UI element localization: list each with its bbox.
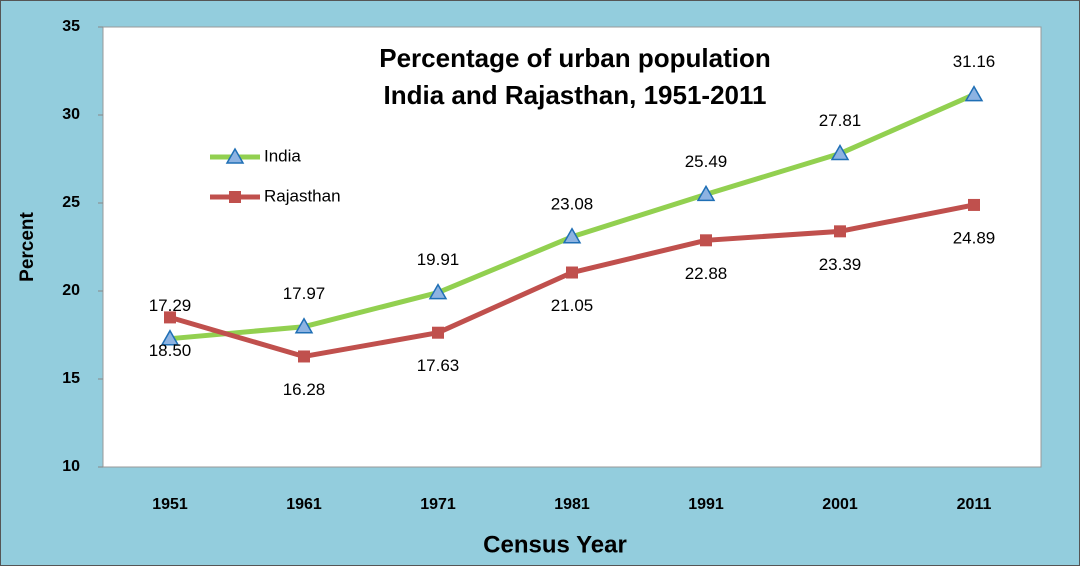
data-label: 16.28	[283, 380, 326, 399]
x-tick-label: 1971	[420, 496, 456, 513]
data-point	[696, 184, 716, 202]
data-label: 17.97	[283, 284, 326, 303]
data-point	[830, 144, 850, 161]
data-label: 21.05	[551, 296, 594, 315]
legend-label: India	[264, 146, 301, 165]
y-tick-label: 35	[62, 18, 80, 35]
y-tick-label: 20	[62, 282, 80, 299]
data-label: 25.49	[685, 152, 728, 171]
data-label: 23.08	[551, 194, 594, 213]
y-tick-label: 10	[62, 458, 80, 475]
legend-marker	[229, 191, 241, 203]
x-axis-title: Census Year	[483, 531, 627, 558]
chart-title: India and Rajasthan, 1951-2011	[384, 80, 767, 110]
data-label: 17.63	[417, 356, 460, 375]
x-tick-label: 1951	[152, 496, 188, 513]
x-tick-label: 1991	[688, 496, 724, 513]
plot-area	[102, 26, 1042, 468]
data-label: 17.29	[149, 296, 192, 315]
legend-marker	[225, 147, 245, 164]
chart-title: Percentage of urban population	[379, 43, 770, 73]
y-tick-label: 25	[62, 194, 80, 211]
data-label: 31.16	[953, 52, 996, 71]
data-point	[562, 227, 582, 244]
data-label: 24.89	[953, 228, 996, 247]
data-point	[968, 198, 980, 211]
y-axis-title: Percent	[17, 211, 38, 281]
x-tick-label: 1961	[286, 496, 322, 513]
data-label: 23.39	[819, 255, 862, 274]
data-point	[160, 329, 180, 346]
data-point	[566, 266, 578, 279]
data-point	[834, 225, 846, 238]
data-point	[298, 350, 310, 363]
data-point	[700, 234, 712, 247]
data-point	[432, 326, 444, 339]
data-label: 22.88	[685, 264, 728, 283]
x-tick-label: 1981	[554, 496, 590, 513]
legend-label: Rajasthan	[264, 186, 341, 205]
data-label: 27.81	[819, 111, 862, 130]
data-label: 19.91	[417, 250, 460, 269]
data-label: 18.50	[149, 341, 192, 360]
y-tick-label: 30	[62, 106, 80, 123]
x-tick-label: 2001	[822, 496, 858, 513]
data-point	[428, 283, 448, 300]
data-point	[294, 317, 314, 334]
x-tick-label: 2011	[957, 496, 992, 513]
data-point	[164, 311, 176, 324]
data-point	[964, 85, 984, 102]
y-tick-label: 15	[62, 370, 80, 387]
